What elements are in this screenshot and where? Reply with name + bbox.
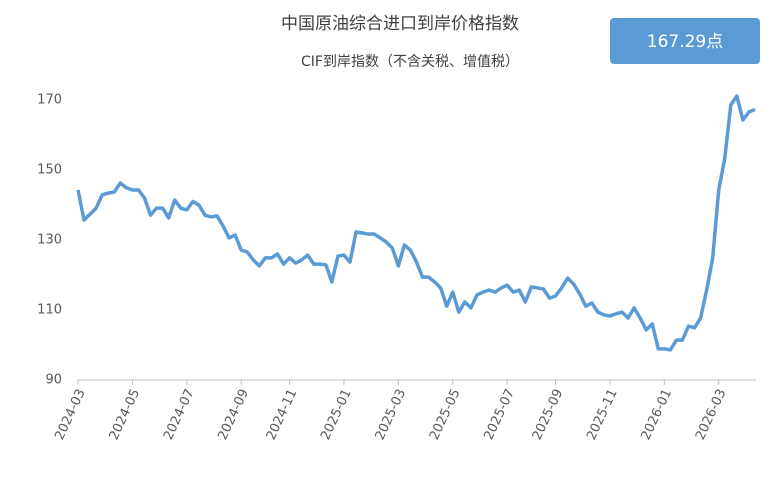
x-tick-label: 2025-03 (373, 387, 410, 443)
x-tick-label: 2025-05 (427, 387, 464, 443)
x-tick-label: 2026-01 (639, 387, 676, 443)
x-tick-label: 2025-01 (318, 387, 355, 443)
x-tick-label: 2025-07 (481, 387, 518, 443)
y-tick-label: 150 (37, 163, 62, 178)
annotation-box (610, 18, 760, 64)
data-line (76, 94, 756, 352)
x-tick-label: 2024-09 (215, 387, 252, 443)
x-tick-label: 2026-03 (693, 387, 730, 443)
chart-subtitle: CIF到岸指数（不含关税、增值税） (301, 54, 519, 70)
y-tick-label: 90 (45, 373, 62, 388)
y-tick-label: 130 (37, 233, 62, 248)
y-tick-label: 170 (37, 93, 62, 108)
x-tick-label: 2024-05 (107, 387, 144, 443)
x-tick-label: 2025-09 (530, 387, 567, 443)
y-tick-label: 110 (37, 303, 62, 318)
x-tick-label: 2024-11 (264, 387, 301, 443)
annotation: 167.29点 (647, 32, 723, 52)
x-tick-label: 2024-07 (161, 387, 198, 443)
x-tick-label: 2024-03 (52, 387, 89, 443)
chart-title: 中国原油综合进口到岸价格指数 (281, 14, 519, 34)
x-tick-label: 2025-11 (584, 387, 621, 443)
